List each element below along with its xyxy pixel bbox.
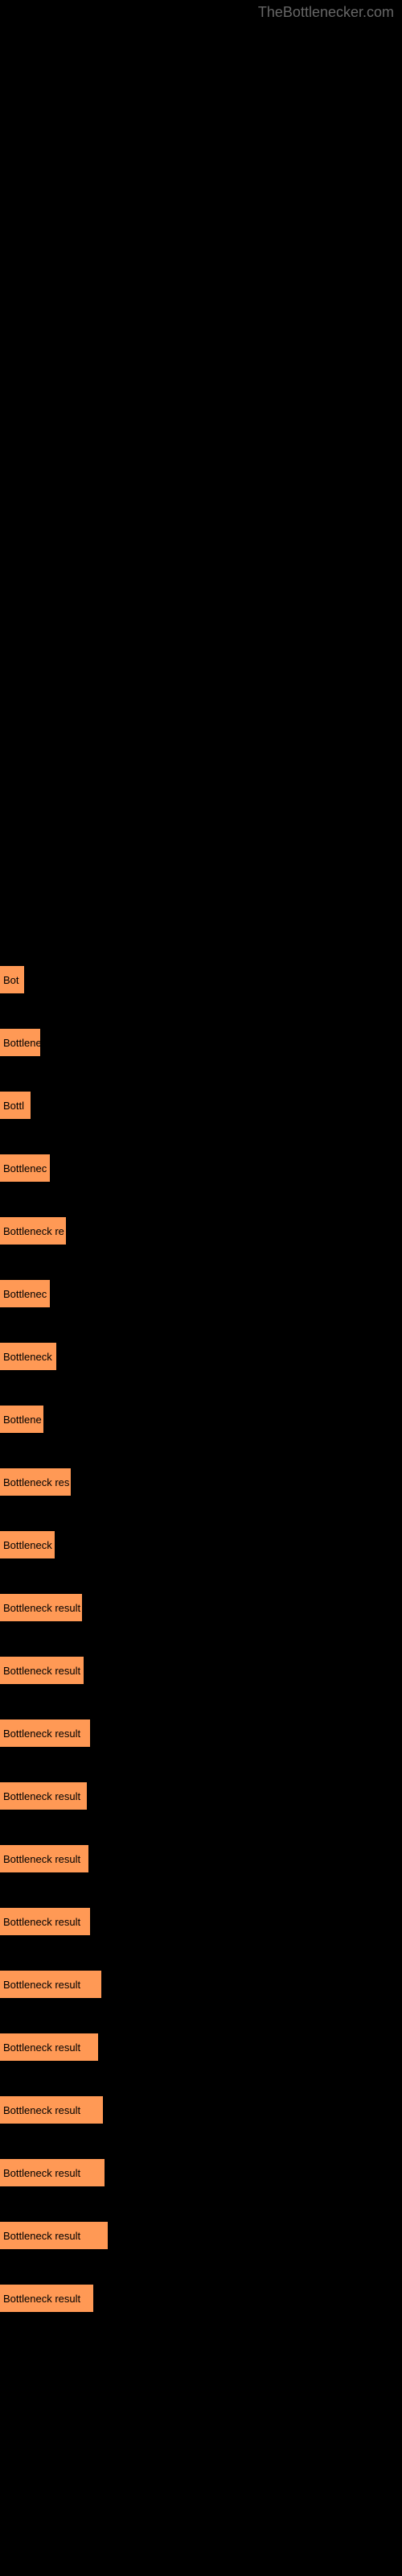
bar: Bottlenec	[0, 1280, 50, 1307]
bar-row: Bottleneck re	[0, 1217, 402, 1245]
bar-row: Bottleneck res	[0, 1468, 402, 1496]
bar-row: Bottlenec	[0, 1280, 402, 1307]
bar-row: Bottleneck result	[0, 1908, 402, 1935]
bar: Bottleneck result	[0, 2033, 98, 2061]
bar: Bottleneck	[0, 1531, 55, 1558]
bar-row: Bottleneck result	[0, 1594, 402, 1621]
bar: Bottleneck result	[0, 1657, 84, 1684]
bar: Bottleneck re	[0, 1217, 66, 1245]
bar: Bot	[0, 966, 24, 993]
bar: Bottlene	[0, 1406, 43, 1433]
bar: Bottleneck result	[0, 1971, 101, 1998]
bar-row: Bottleneck result	[0, 2285, 402, 2312]
bar-row: Bottleneck result	[0, 1719, 402, 1747]
bar: Bottleneck result	[0, 2096, 103, 2124]
bar: Bottleneck result	[0, 1908, 90, 1935]
watermark-text: TheBottlenecker.com	[258, 4, 394, 21]
bar-row: Bottleneck result	[0, 2222, 402, 2249]
bar: Bottleneck res	[0, 1468, 71, 1496]
bar-row: Bot	[0, 966, 402, 993]
bar: Bottleneck result	[0, 1719, 90, 1747]
bar: Bottleneck result	[0, 2159, 105, 2186]
bar-row: Bottleneck result	[0, 2033, 402, 2061]
bar: Bottleneck result	[0, 1845, 88, 1872]
bar-row: Bottleneck result	[0, 2159, 402, 2186]
bar-row: Bottleneck	[0, 1531, 402, 1558]
bar: Bottleneck result	[0, 1594, 82, 1621]
bar-row: Bottlenec	[0, 1154, 402, 1182]
bar: Bottlenec	[0, 1154, 50, 1182]
bar-row: Bottlene	[0, 1406, 402, 1433]
bar-row: Bottleneck result	[0, 2096, 402, 2124]
bar: Bottl	[0, 1092, 31, 1119]
bar-row: Bottleneck result	[0, 1971, 402, 1998]
bar: Bottlene	[0, 1029, 40, 1056]
bar-row: Bottl	[0, 1092, 402, 1119]
bar-row: Bottleneck result	[0, 1845, 402, 1872]
bar-row: Bottlene	[0, 1029, 402, 1056]
bar: Bottleneck result	[0, 2285, 93, 2312]
bar: Bottleneck result	[0, 2222, 108, 2249]
bar-row: Bottleneck result	[0, 1782, 402, 1810]
bar: Bottleneck	[0, 1343, 56, 1370]
bar-chart: Bot Bottlene Bottl Bottlenec Bottleneck re Bo…	[0, 0, 402, 2312]
bar-row: Bottleneck result	[0, 1657, 402, 1684]
bar-row: Bottleneck	[0, 1343, 402, 1370]
bar: Bottleneck result	[0, 1782, 87, 1810]
